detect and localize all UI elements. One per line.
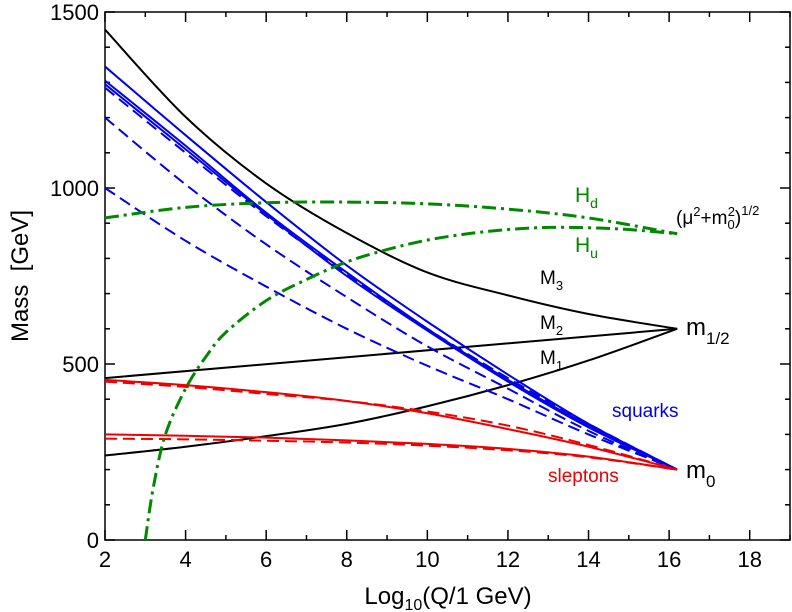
x-axis-title-rest: (Q/1 GeV)	[422, 583, 531, 610]
label-m-half-sub: 1/2	[706, 329, 730, 348]
label-mu-open: (μ	[676, 208, 693, 229]
series-line-gaugino-M1-2	[104, 327, 678, 457]
series-line-squark-6	[104, 86, 678, 471]
label-m0-sub: 0	[706, 472, 715, 491]
series-line-gaugino-M3-0	[104, 28, 678, 330]
label-mu-power: 1/2	[741, 203, 759, 218]
series-line-squark-4	[104, 79, 678, 471]
label-M3: M3	[540, 268, 563, 293]
label-mu-close: )	[735, 208, 741, 229]
x-tick-label: 4	[179, 547, 191, 572]
x-tick-labels: 2 4 6 8 10 12 14 16 18	[99, 547, 762, 572]
label-M1-base: M	[540, 348, 556, 369]
annotations: m1/2 m0 M3 M2 M1 Hd Hu squarks sleptons …	[540, 184, 759, 491]
label-Hu-sub: u	[590, 245, 598, 261]
axis-ticks	[104, 11, 791, 541]
y-axis-title: Mass [GeV]	[7, 210, 34, 342]
y-tick-label: 500	[62, 352, 99, 377]
y-tick-labels: 0 500 1000 1500	[50, 0, 99, 553]
label-squarks: squarks	[612, 401, 679, 422]
y-tick-label: 1000	[50, 176, 99, 201]
x-tick-label: 14	[576, 547, 600, 572]
x-tick-label: 10	[415, 547, 439, 572]
label-mu-sq2: 2	[728, 204, 735, 219]
series-line-slepton-11	[104, 433, 678, 471]
label-sleptons: sleptons	[548, 466, 619, 487]
label-m-half: m1/2	[686, 314, 730, 348]
label-mu-sub: 0	[727, 217, 734, 232]
x-axis-title: Log10(Q/1 GeV)	[364, 583, 531, 612]
label-Hd: Hd	[575, 184, 598, 211]
x-tick-label: 6	[260, 547, 272, 572]
label-mu-plus: +m	[701, 208, 728, 229]
label-Hu: Hu	[575, 234, 598, 261]
x-tick-label: 18	[737, 547, 761, 572]
y-tick-label: 1500	[50, 0, 99, 25]
label-m0-base: m	[686, 457, 706, 484]
label-M1: M1	[540, 348, 563, 373]
label-m0: m0	[686, 457, 715, 491]
x-tick-label: 8	[341, 547, 353, 572]
series-line-squark-5	[104, 83, 678, 471]
label-M2-sub: 2	[556, 323, 563, 338]
x-tick-label: 12	[496, 547, 520, 572]
x-axis-title-sub: 10	[404, 597, 422, 612]
series-line-squark-8	[104, 187, 678, 471]
x-tick-label: 2	[99, 547, 111, 572]
series-line-squark-7	[104, 116, 678, 471]
series-line-higgs-Hd-13	[104, 200, 678, 236]
curves	[104, 28, 678, 541]
label-Hd-base: H	[575, 184, 590, 207]
series-line-slepton-10	[104, 380, 678, 471]
y-tick-label: 0	[87, 528, 99, 553]
series-line-squark-3	[104, 65, 678, 471]
label-mu-sq: 2	[693, 204, 700, 219]
label-M3-sub: 3	[556, 278, 563, 293]
label-M3-base: M	[540, 268, 556, 289]
label-M2-base: M	[540, 313, 556, 334]
x-tick-label: 16	[657, 547, 681, 572]
label-mu-term: (μ2+m02)1/2	[676, 203, 759, 232]
series-line-higgs-Hu-14	[143, 225, 678, 541]
label-Hu-base: H	[575, 234, 590, 257]
label-m-half-base: m	[686, 314, 706, 341]
series-line-gaugino-M2-1	[104, 327, 678, 380]
label-M2: M2	[540, 313, 563, 338]
label-M1-sub: 1	[556, 358, 563, 373]
plot-frame	[104, 11, 791, 541]
x-axis-title-base: Log	[364, 583, 404, 610]
series-line-slepton-9	[104, 378, 678, 471]
label-Hd-sub: d	[590, 195, 598, 211]
